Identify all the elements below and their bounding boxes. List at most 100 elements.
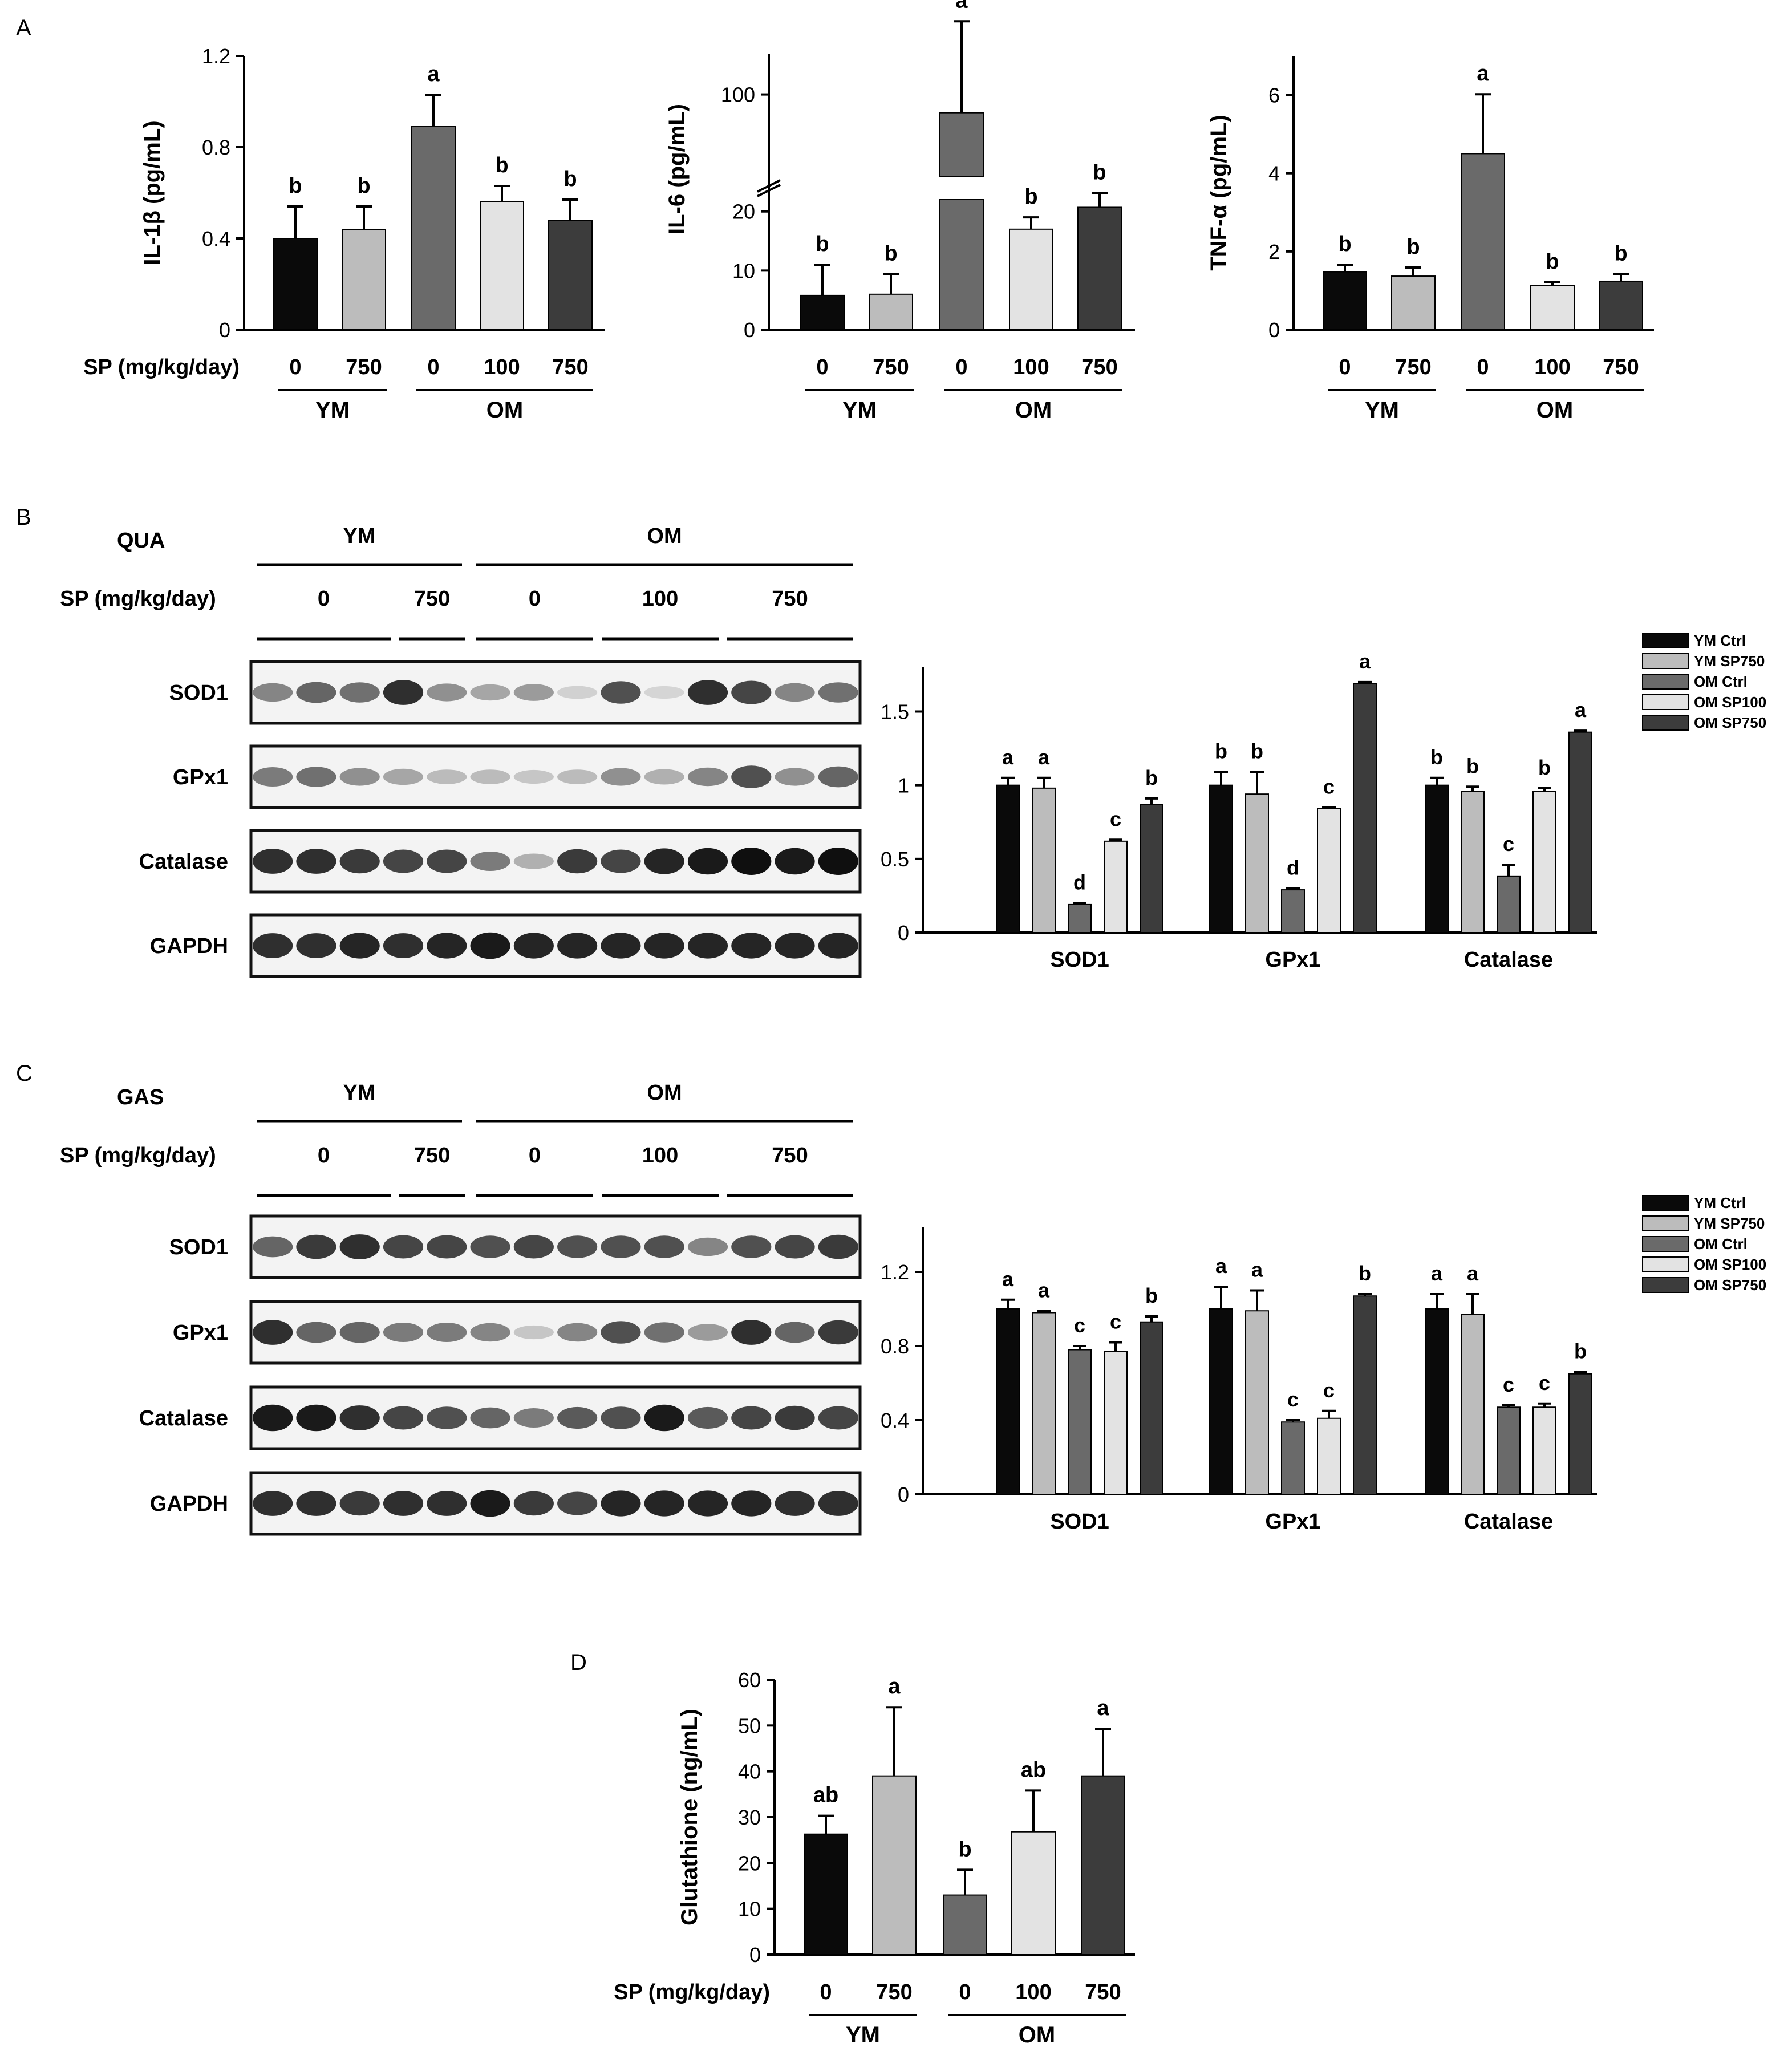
blot-band <box>513 769 554 784</box>
y-tick-label: 6 <box>1268 84 1280 107</box>
y-tick-label: 2 <box>1268 240 1280 264</box>
bar <box>1323 271 1367 330</box>
blot-band <box>253 1320 293 1345</box>
significance-letter: b <box>1093 161 1106 185</box>
blot-band <box>427 849 467 873</box>
blot-band <box>644 1322 684 1343</box>
significance-letter: b <box>1430 745 1443 769</box>
group-label-ym: YM <box>1365 398 1399 423</box>
blot-row-label: GPx1 <box>173 765 228 789</box>
dose-tick-label: 0 <box>816 355 828 379</box>
bar <box>1568 1373 1592 1495</box>
blot-band <box>557 686 598 699</box>
blot-band <box>731 1320 772 1345</box>
bar <box>1032 1312 1056 1495</box>
legend-entry: OM Ctrl <box>1694 673 1748 690</box>
blot-band <box>513 1491 554 1516</box>
y-tick-label: 10 <box>738 1898 761 1921</box>
y-axis-title: IL-6 (pg/mL) <box>664 104 690 234</box>
dose-tick-label: 0 <box>820 1980 832 2004</box>
dose-tick-label: 750 <box>873 355 909 379</box>
sp-dose-label: SP (mg/kg/day) <box>614 1980 770 2004</box>
blot-band <box>339 1405 380 1430</box>
blot-band <box>383 1491 424 1516</box>
blot-band <box>775 1235 815 1259</box>
blot-band <box>731 933 772 959</box>
y-tick-label: 0 <box>898 1483 909 1506</box>
bar <box>1011 1831 1056 1956</box>
blot-band <box>601 1321 641 1344</box>
dose-tick-label: 750 <box>552 355 588 379</box>
significance-letter: a <box>955 0 968 13</box>
significance-letter: a <box>1097 1696 1109 1720</box>
bar <box>1281 1421 1305 1495</box>
category-label: Catalase <box>1464 1510 1553 1534</box>
bar <box>1532 1406 1556 1495</box>
blot-band <box>296 767 336 787</box>
significance-letter: b <box>1145 766 1158 789</box>
significance-letter: b <box>1145 1284 1158 1307</box>
significance-letter: b <box>1538 756 1551 779</box>
dose-tick-label: 0 <box>289 355 301 379</box>
y-tick-label: 30 <box>738 1806 761 1829</box>
panel-letter-b: B <box>16 505 31 530</box>
significance-letter: b <box>563 167 577 191</box>
bar <box>1140 1321 1163 1495</box>
bar <box>548 220 593 330</box>
blot-band <box>253 1491 293 1516</box>
bar <box>1391 275 1436 330</box>
significance-letter: a <box>1038 745 1050 769</box>
blot-band <box>427 1406 467 1429</box>
bar <box>273 238 318 330</box>
blot-band <box>687 933 728 959</box>
blot-band <box>687 1324 728 1341</box>
blot-band <box>296 849 336 874</box>
significance-letter: d <box>1073 870 1086 894</box>
blot-dose-label: 750 <box>414 587 450 611</box>
significance-letter: a <box>427 62 440 86</box>
bar <box>1530 285 1575 330</box>
significance-letter: b <box>884 242 897 266</box>
blot-band <box>339 1234 380 1259</box>
bar <box>996 784 1020 933</box>
blot-band <box>253 767 293 787</box>
bar <box>1245 793 1269 933</box>
blot-band <box>731 848 772 875</box>
category-label: SOD1 <box>1050 1510 1109 1534</box>
bar <box>804 1833 848 1956</box>
blot-band <box>383 1235 424 1259</box>
legend-swatch <box>1642 715 1689 731</box>
blot-group-label: OM <box>647 1081 682 1105</box>
blot-band <box>470 1407 510 1429</box>
legend-swatch <box>1642 1195 1689 1211</box>
significance-letter: a <box>1467 1262 1479 1285</box>
bar <box>1353 1295 1377 1495</box>
western-blot-qua: QUA YM OM SP (mg/kg/day) 0 750 0 100 750 SOD1 GPx1… <box>60 524 862 978</box>
blot-band <box>818 682 858 703</box>
y-tick-label: 1.2 <box>202 44 230 68</box>
bar <box>1009 228 1053 330</box>
blot-band <box>644 769 684 785</box>
y-tick-label: 0.4 <box>881 1409 909 1432</box>
bar <box>1461 791 1485 933</box>
bar <box>1245 1310 1269 1495</box>
significance-letter: c <box>1503 1373 1514 1396</box>
blot-band <box>687 680 728 705</box>
bar <box>1317 808 1341 933</box>
blot-band <box>383 680 424 705</box>
blot-band <box>557 1406 598 1429</box>
blot-band <box>775 1491 815 1516</box>
significance-letter: c <box>1503 832 1514 856</box>
blot-band <box>427 683 467 702</box>
dose-tick-label: 0 <box>1477 355 1489 379</box>
blot-band <box>731 1235 772 1258</box>
significance-letter: b <box>357 174 370 198</box>
legend-swatch <box>1642 694 1689 710</box>
significance-letter: a <box>1251 1258 1263 1282</box>
blot-band <box>383 1406 424 1430</box>
blot-band <box>557 849 598 874</box>
legend-entry: YM Ctrl <box>1694 632 1746 649</box>
significance-letter: ab <box>813 1784 838 1807</box>
